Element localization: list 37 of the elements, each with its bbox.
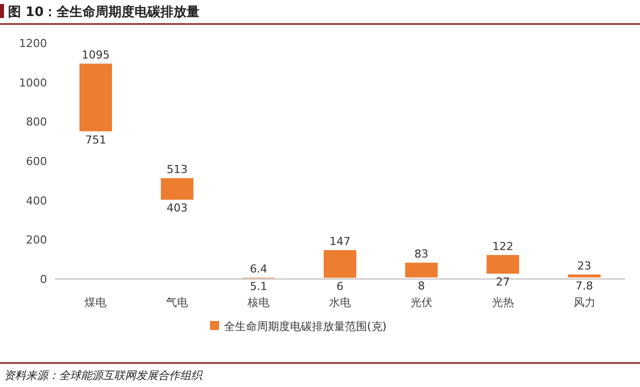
annotation: 27 bbox=[496, 276, 510, 289]
annotation: 7.8 bbox=[576, 279, 594, 292]
bar bbox=[405, 262, 438, 278]
y-tick-label: 0 bbox=[40, 273, 47, 286]
y-tick-label: 1000 bbox=[19, 76, 47, 90]
y-tick-label: 200 bbox=[26, 234, 47, 247]
chart-title: 图 10：全生命周期度电碳排放量 bbox=[8, 4, 200, 20]
x-tick-label: 气电 bbox=[166, 296, 188, 309]
annotation: 513 bbox=[166, 163, 188, 176]
bar bbox=[568, 274, 601, 278]
bar bbox=[160, 178, 194, 200]
y-tick-label: 800 bbox=[26, 116, 47, 129]
annotation: 403 bbox=[166, 202, 188, 215]
x-tick-label: 煤电 bbox=[84, 296, 107, 309]
annotation: 8 bbox=[418, 279, 425, 292]
x-tick-label: 水电 bbox=[329, 296, 351, 309]
annotation: 23 bbox=[577, 259, 592, 272]
y-tick-label: 400 bbox=[26, 194, 47, 208]
annotation: 83 bbox=[414, 248, 428, 261]
bar bbox=[486, 255, 520, 274]
y-tick-label: 1200 bbox=[19, 37, 47, 50]
y-tick-label: 600 bbox=[26, 155, 47, 168]
annotation: 6.4 bbox=[250, 262, 268, 276]
text: 资料来源：全球能源互联网发展合作组织 bbox=[4, 369, 203, 382]
annotation: 5.1 bbox=[250, 280, 268, 293]
legend-label: 全生命周期度电碳排放量范围(克) bbox=[224, 320, 387, 333]
bar bbox=[79, 64, 112, 132]
x-tick-label: 核电 bbox=[246, 296, 270, 309]
x-tick-label: 风力 bbox=[573, 296, 596, 309]
annotation: 147 bbox=[330, 235, 350, 248]
annotation: 1095 bbox=[82, 48, 110, 62]
annotation: 751 bbox=[85, 133, 106, 146]
bar bbox=[324, 250, 356, 278]
annotation: 6 bbox=[336, 280, 344, 293]
annotation: 122 bbox=[492, 240, 514, 254]
x-tick-label: 光伏 bbox=[410, 296, 432, 309]
x-tick-label: 光热 bbox=[492, 296, 514, 309]
